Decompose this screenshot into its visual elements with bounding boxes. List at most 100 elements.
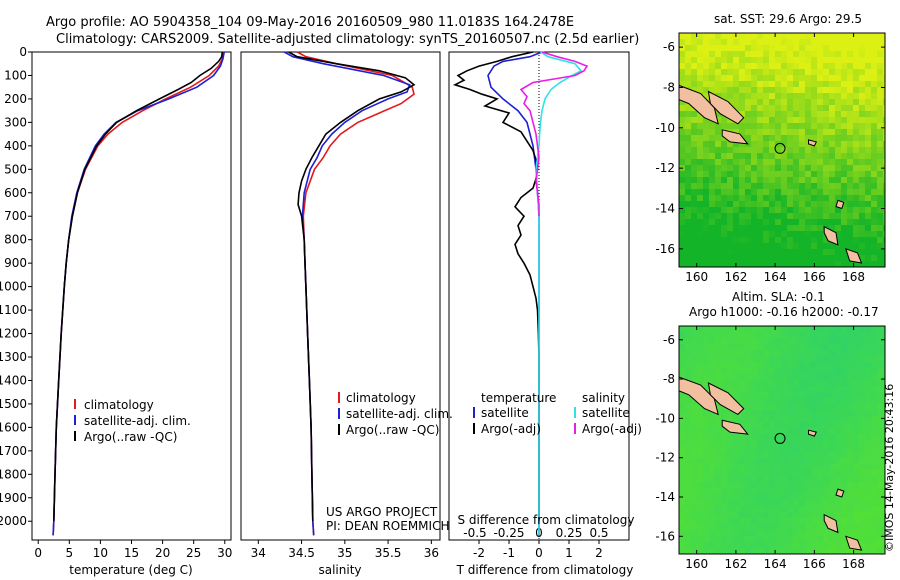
field-cell — [715, 153, 721, 159]
field-cell — [835, 51, 841, 57]
field-cell — [763, 380, 769, 386]
field-cell — [853, 434, 859, 440]
field-cell — [823, 51, 829, 57]
field-cell — [871, 392, 877, 398]
field-cell — [709, 476, 715, 482]
field-cell — [871, 530, 877, 536]
land-outline — [678, 376, 863, 551]
field-cell — [715, 45, 721, 51]
field-cell — [781, 105, 787, 111]
field-cell — [775, 255, 781, 261]
field-cell — [787, 261, 793, 267]
field-cell — [715, 33, 721, 39]
field-cell — [703, 458, 709, 464]
field-cell — [799, 147, 805, 153]
field-cell — [703, 207, 709, 213]
field-cell — [853, 33, 859, 39]
field-cell — [781, 117, 787, 123]
field-cell — [715, 434, 721, 440]
field-cell — [799, 332, 805, 338]
field-cell — [697, 350, 703, 356]
field-cell — [883, 51, 885, 57]
field-cell — [769, 177, 775, 183]
field-cell — [739, 243, 745, 249]
field-cell — [799, 428, 805, 434]
field-cell — [739, 368, 745, 374]
field-cell — [823, 99, 829, 105]
field-cell — [769, 350, 775, 356]
field-cell — [859, 171, 865, 177]
field-cell — [883, 231, 885, 237]
field-cell — [769, 506, 775, 512]
field-cell — [847, 494, 853, 500]
field-cell — [751, 51, 757, 57]
field-cell — [805, 249, 811, 255]
temperature-legend: climatology satellite-adj. clim. Argo(..… — [74, 398, 191, 444]
field-cell — [883, 548, 885, 554]
field-cell — [799, 410, 805, 416]
field-cell — [871, 422, 877, 428]
field-cell — [871, 524, 877, 530]
field-cell — [883, 404, 885, 410]
field-cell — [805, 171, 811, 177]
field-cell — [733, 165, 739, 171]
field-cell — [793, 225, 799, 231]
legend-label-s-satellite: satellite — [582, 406, 630, 420]
field-cell — [883, 69, 885, 75]
field-cell — [709, 75, 715, 81]
field-cell — [793, 392, 799, 398]
field-cell — [727, 506, 733, 512]
field-cell — [745, 165, 751, 171]
field-cell — [805, 368, 811, 374]
field-cell — [829, 213, 835, 219]
field-cell — [733, 488, 739, 494]
field-cell — [871, 452, 877, 458]
field-cell — [853, 374, 859, 380]
field-cell — [859, 488, 865, 494]
field-cell — [823, 111, 829, 117]
field-cell — [847, 63, 853, 69]
field-cell — [859, 374, 865, 380]
field-cell — [745, 512, 751, 518]
field-cell — [817, 195, 823, 201]
field-cell — [841, 171, 847, 177]
field-cell — [835, 195, 841, 201]
field-cell — [805, 536, 811, 542]
field-cell — [835, 87, 841, 93]
field-cell — [865, 213, 871, 219]
field-cell — [853, 464, 859, 470]
field-cell — [877, 494, 883, 500]
field-cell — [829, 344, 835, 350]
field-cell — [709, 458, 715, 464]
field-cell — [763, 344, 769, 350]
field-cell — [877, 63, 883, 69]
field-cell — [739, 69, 745, 75]
field-cell — [679, 105, 685, 111]
field-cell — [865, 506, 871, 512]
field-cell — [709, 518, 715, 524]
field-cell — [757, 213, 763, 219]
field-cell — [757, 404, 763, 410]
field-cell — [829, 177, 835, 183]
field-cell — [883, 446, 885, 452]
field-cell — [823, 488, 829, 494]
field-cell — [787, 171, 793, 177]
field-cell — [769, 524, 775, 530]
field-cell — [781, 243, 787, 249]
field-cell — [769, 189, 775, 195]
field-cell — [757, 99, 763, 105]
field-cell — [859, 392, 865, 398]
field-cell — [763, 189, 769, 195]
field-cell — [709, 524, 715, 530]
field-cell — [811, 386, 817, 392]
island — [845, 535, 863, 551]
field-cell — [715, 249, 721, 255]
island — [835, 488, 845, 498]
field-cell — [721, 548, 727, 554]
field-cell — [883, 195, 885, 201]
field-cell — [685, 416, 691, 422]
field-cell — [751, 434, 757, 440]
field-cell — [793, 243, 799, 249]
field-cell — [721, 159, 727, 165]
field-cell — [847, 135, 853, 141]
